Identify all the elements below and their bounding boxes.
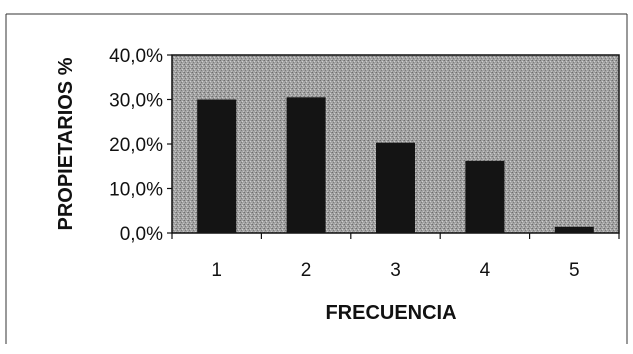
bar-1 xyxy=(197,99,237,233)
x-tick-labels: 1 2 3 4 5 xyxy=(211,260,579,281)
bar-2 xyxy=(286,97,326,233)
x-tick-label: 3 xyxy=(390,260,401,281)
bars-group xyxy=(197,97,594,233)
x-tick-label: 2 xyxy=(301,260,312,281)
y-tick-label: 40,0% xyxy=(109,46,163,67)
y-tick-labels: 0,0% 10,0% 20,0% 30,0% 40,0% xyxy=(109,46,163,245)
x-tick-label: 4 xyxy=(480,260,491,281)
y-tick-label: 20,0% xyxy=(109,135,163,156)
bar-5 xyxy=(554,226,594,233)
y-axis-title: PROPIETARIOS % xyxy=(55,57,77,230)
axes-group xyxy=(167,54,620,239)
y-tick-label: 0,0% xyxy=(120,224,163,245)
bar-3 xyxy=(376,142,415,233)
x-tick-label: 1 xyxy=(211,260,222,281)
y-tick-label: 10,0% xyxy=(109,180,163,201)
x-tick-label: 5 xyxy=(569,260,580,281)
y-tick-label: 30,0% xyxy=(109,91,163,112)
x-axis-title: FRECUENCIA xyxy=(325,302,456,324)
bar-4 xyxy=(465,160,505,233)
